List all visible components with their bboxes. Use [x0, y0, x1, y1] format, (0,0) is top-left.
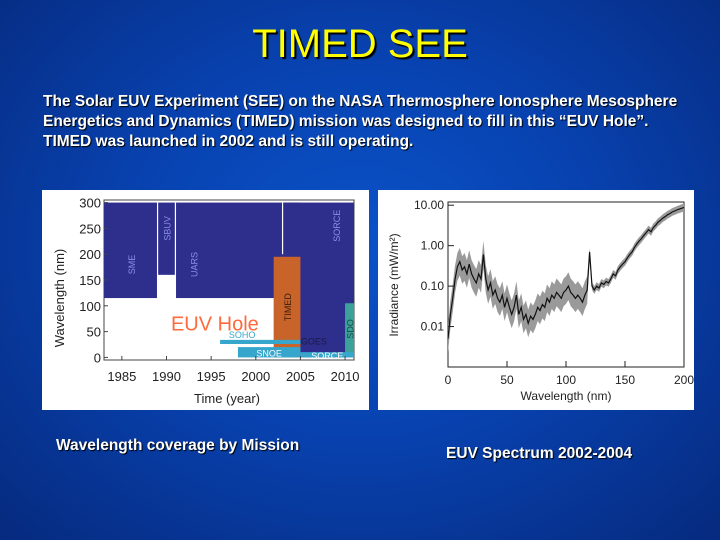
x-tick-label: 1990: [152, 369, 181, 384]
y-tick-label: 0.01: [421, 320, 445, 334]
y-tick-label: 0: [94, 350, 101, 365]
y-tick-label: 150: [79, 273, 101, 288]
x-tick-label: 150: [615, 373, 635, 387]
y-tick-label: 250: [79, 221, 101, 236]
y-tick-label: 300: [79, 196, 101, 211]
x-tick-label: 200: [674, 373, 694, 387]
mission-label-sorce: SORCE: [332, 210, 342, 242]
mission-label-sme: SME: [127, 255, 137, 275]
y-tick-label: 0.10: [421, 279, 445, 293]
x-tick-label: 100: [556, 373, 576, 387]
description-text: The Solar EUV Experiment (SEE) on the NA…: [43, 92, 693, 152]
y-axis-title: Wavelength (nm): [52, 249, 67, 348]
mission-bar-sme: [104, 203, 158, 298]
mission-label-snoe: SNOE: [256, 348, 282, 358]
y-axis-title: Irradiance (mW/m²): [387, 233, 401, 336]
x-tick-label: 0: [445, 373, 452, 387]
x-tick-label: 1985: [107, 369, 136, 384]
y-tick-label: 100: [79, 299, 101, 314]
y-tick-label: 1.00: [421, 239, 445, 253]
euv-hole-label: EUV Hole: [171, 314, 259, 336]
x-tick-label: 2000: [241, 369, 270, 384]
y-tick-label: 200: [79, 247, 101, 262]
spectrum-chart-panel: 10.00 1.00 0.10 0.01 0 50 100 150 200 Irradianc…: [378, 190, 694, 410]
caption-left: Wavelength coverage by Mission: [56, 437, 299, 455]
spectrum-variability-band: [448, 204, 684, 353]
page-title: TIMED SEE: [0, 22, 720, 67]
x-tick-label: 50: [500, 373, 514, 387]
caption-right: EUV Spectrum 2002-2004: [446, 445, 632, 463]
mission-label-sbuv: SBUV: [163, 216, 173, 241]
x-axis-title: Time (year): [194, 391, 260, 406]
x-tick-label: 2005: [286, 369, 315, 384]
mission-bar-soho: [220, 340, 300, 344]
y-tick-label: 50: [87, 325, 101, 340]
x-tick-label: 1995: [197, 369, 226, 384]
mission-label-goes: GOES: [301, 336, 327, 346]
mission-label-uars: UARS: [189, 252, 199, 277]
mission-label-sorce: SORCE: [311, 351, 343, 361]
y-tick-label: 10.00: [414, 198, 444, 212]
spectrum-chart: 10.00 1.00 0.10 0.01 0 50 100 150 200 Irradianc…: [378, 190, 694, 410]
x-axis-title: Wavelength (nm): [521, 389, 612, 403]
mission-label-sdo: SDO: [346, 319, 356, 339]
coverage-chart-panel: SME SBUV UARS SORCE TIMED SDO GOES SOHO SNOE SORC…: [42, 190, 369, 410]
x-tick-label: 2010: [331, 369, 360, 384]
mission-label-timed: TIMED: [283, 293, 293, 321]
